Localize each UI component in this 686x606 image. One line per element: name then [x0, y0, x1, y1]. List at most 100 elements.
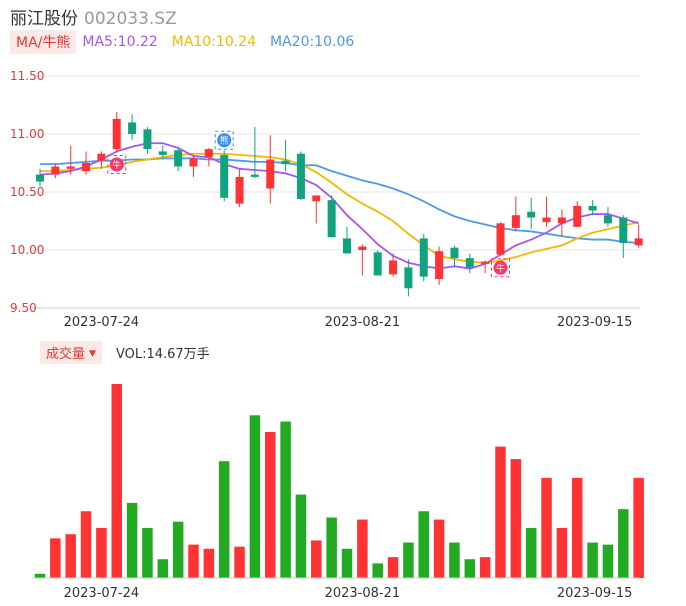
- volume-bar: [96, 527, 107, 578]
- stock-title: 丽江股份 002033.SZ: [10, 4, 177, 29]
- volume-bar: [618, 509, 629, 578]
- volume-bar: [111, 384, 122, 578]
- candle: [36, 168, 44, 187]
- candle-body: [51, 166, 60, 175]
- volume-bar: [541, 477, 552, 578]
- caret-down-icon: ▼: [89, 349, 96, 359]
- marker-label: 熊: [220, 135, 229, 147]
- candle-body: [66, 166, 75, 169]
- candle-body: [481, 261, 490, 264]
- candle-body: [312, 195, 321, 202]
- volume-bar: [126, 502, 138, 578]
- volume-bar: [234, 546, 245, 578]
- x-tick-label: 2023-07-24: [64, 586, 140, 601]
- candle-body: [465, 258, 474, 268]
- ma10-line: [40, 152, 639, 264]
- y-axis-labels: 11.50 11.00 10.50 10.00 9.50: [10, 69, 44, 315]
- x-tick-label: 2023-07-24: [64, 315, 140, 330]
- marker-label: 牛: [496, 262, 505, 274]
- candle: [465, 253, 474, 274]
- candle: [204, 147, 213, 167]
- candle: [419, 233, 428, 282]
- y-tick-label: 10.00: [10, 243, 44, 257]
- ma-bull-bear-toggle[interactable]: MA/牛熊: [10, 30, 77, 54]
- candle-body: [542, 217, 551, 223]
- candle-body: [419, 238, 428, 277]
- stock-name: 丽江股份: [10, 9, 78, 29]
- volume-bar: [172, 521, 184, 578]
- candles: [36, 111, 643, 297]
- candle-body: [389, 260, 398, 275]
- candle-body: [266, 159, 275, 189]
- ma20-line: [40, 157, 639, 244]
- ma-lines: [39, 142, 639, 270]
- volume-bar: [218, 461, 230, 578]
- candle-body: [588, 205, 597, 211]
- candle-body: [511, 215, 520, 228]
- candle: [511, 196, 520, 232]
- volume-bar: [311, 540, 322, 578]
- candle-body: [450, 247, 459, 259]
- volume-legend: 成交量 ▼ VOL:14.67万手: [40, 340, 210, 364]
- candle: [112, 111, 121, 153]
- candle: [174, 146, 183, 172]
- y-tick-label: 9.50: [10, 301, 37, 315]
- volume-bar: [418, 511, 429, 578]
- stock-code: 002033.SZ: [84, 9, 177, 29]
- candle-body: [296, 153, 305, 199]
- candle: [557, 209, 566, 237]
- candle: [542, 196, 551, 227]
- candle: [343, 226, 351, 254]
- candle-body: [189, 158, 198, 167]
- volume-bar: [372, 563, 383, 578]
- candle: [250, 127, 259, 179]
- candle: [435, 246, 444, 285]
- candle: [266, 135, 275, 204]
- volume-bar: [249, 415, 261, 578]
- candle-body: [634, 238, 643, 246]
- marker-frame: [491, 258, 510, 278]
- volume-bar: [341, 548, 353, 578]
- volume-indicator-dropdown[interactable]: 成交量 ▼: [40, 340, 102, 364]
- volume-bar: [572, 477, 583, 578]
- candle: [389, 253, 398, 277]
- volume-bar: [65, 534, 76, 578]
- volume-bar: [387, 557, 399, 578]
- volume-bar: [34, 573, 46, 578]
- candle: [312, 195, 321, 224]
- candle-body: [128, 122, 137, 134]
- x-axis-labels-volume: 2023-07-24 2023-08-21 2023-09-15: [64, 586, 633, 601]
- candle-body: [281, 160, 290, 165]
- candle-body: [496, 223, 505, 255]
- bull-marker: 牛: [107, 155, 127, 175]
- x-tick-label: 2023-09-15: [557, 586, 633, 601]
- candle: [189, 154, 198, 177]
- candle-body: [573, 205, 582, 227]
- volume-bar: [556, 527, 568, 578]
- bear-marker: 熊: [214, 130, 234, 150]
- candle-body: [143, 129, 152, 150]
- candle: [235, 168, 244, 208]
- volume-bar: [510, 459, 522, 578]
- candle: [481, 260, 490, 274]
- candle-body: [220, 154, 229, 198]
- volume-bar: [280, 421, 291, 578]
- candle-body: [527, 211, 536, 218]
- candle-body: [343, 238, 351, 254]
- candle-body: [204, 149, 213, 158]
- volume-bar: [357, 519, 368, 578]
- volume-bar: [479, 557, 491, 578]
- candle: [128, 114, 137, 140]
- candle-body: [174, 150, 183, 167]
- volume-bar: [80, 511, 92, 578]
- bull-bear-markers: 牛 熊牛: [107, 130, 510, 278]
- x-axis-labels-price: 2023-07-24 2023-08-21 2023-09-15: [64, 315, 633, 330]
- y-tick-label: 10.50: [10, 185, 44, 199]
- volume-bar: [265, 431, 276, 578]
- candle: [281, 139, 290, 172]
- volume-bar: [495, 446, 506, 578]
- candle: [220, 150, 229, 202]
- candle: [404, 259, 413, 297]
- ma10-legend: MA10:10.24: [171, 34, 257, 50]
